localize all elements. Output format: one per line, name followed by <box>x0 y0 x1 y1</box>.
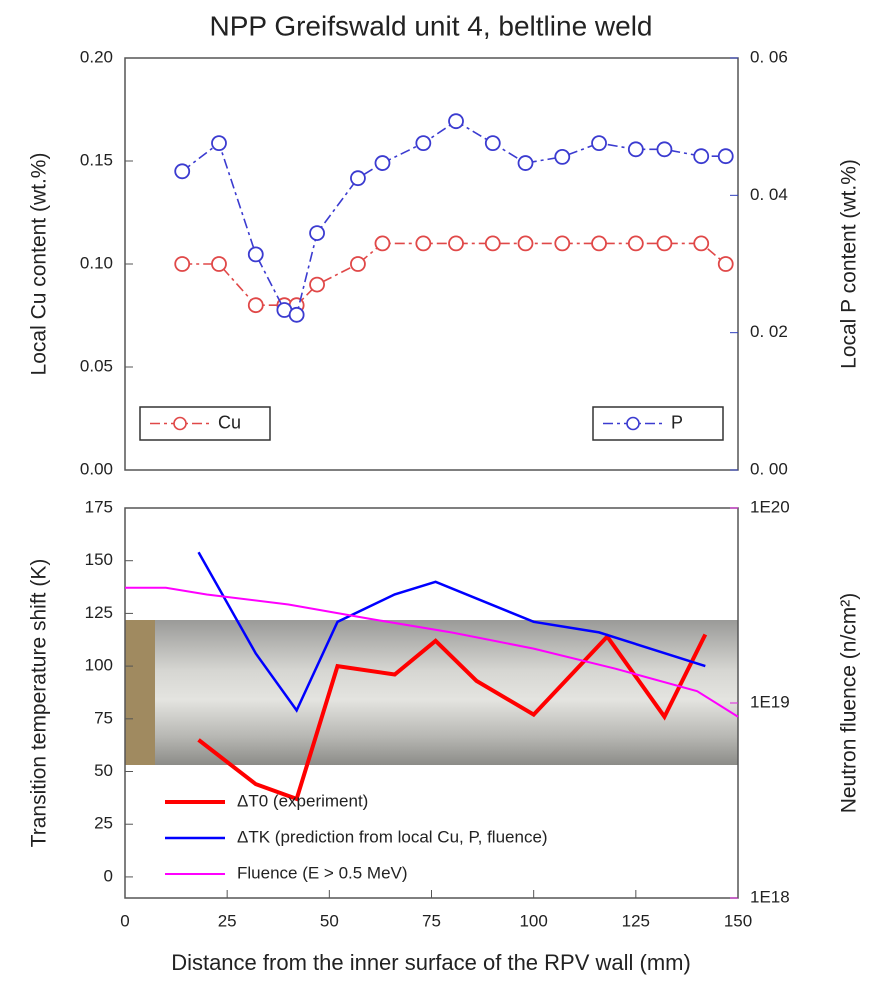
y-tick-label: 0.10 <box>80 253 113 272</box>
marker <box>554 235 571 252</box>
series-line <box>197 633 708 802</box>
marker <box>211 135 227 152</box>
chart-title: NPP Greifswald unit 4, beltline weld <box>209 10 652 41</box>
legend-label: Fluence (E > 0.5 MeV) <box>237 863 408 882</box>
x-axis-label: Distance from the inner surface of the R… <box>171 950 691 975</box>
x-tick-label: 125 <box>622 911 650 930</box>
marker <box>288 306 305 323</box>
marker <box>174 163 191 180</box>
y-tick-label: 175 <box>85 497 113 516</box>
x-tick-label: 100 <box>519 911 547 930</box>
marker <box>717 148 734 165</box>
x-tick-label: 150 <box>724 911 752 930</box>
marker <box>448 113 464 130</box>
y2-tick-label: 1E19 <box>750 692 790 711</box>
series-line <box>182 242 727 306</box>
weld-photo-edge <box>125 620 155 765</box>
marker <box>717 256 734 272</box>
marker <box>627 235 644 252</box>
marker <box>374 155 391 171</box>
legend-label: Cu <box>218 412 241 432</box>
x-tick-label: 75 <box>422 911 441 930</box>
legend-box <box>139 406 271 441</box>
y-tick-label: 25 <box>94 814 113 833</box>
marker <box>627 141 644 158</box>
legend-marker <box>173 416 187 431</box>
marker <box>517 155 534 171</box>
marker <box>247 297 264 314</box>
marker <box>484 135 501 152</box>
marker <box>211 256 227 272</box>
y-tick-label: 0 <box>104 866 113 885</box>
marker <box>448 235 464 252</box>
y2-tick-label: 1E20 <box>750 497 790 516</box>
legend-label: P <box>671 412 683 432</box>
y2-tick-label: 1E18 <box>750 887 790 906</box>
y-axis-label: Transition temperature shift (K) <box>28 559 51 848</box>
marker <box>350 256 366 272</box>
marker <box>415 235 432 252</box>
y-tick-label: 0.00 <box>80 459 113 478</box>
y-axis-label: Local Cu content (wt.%) <box>28 153 51 376</box>
marker <box>247 246 264 263</box>
marker <box>350 170 366 187</box>
marker <box>656 235 673 252</box>
x-tick-label: 25 <box>218 911 237 930</box>
marker <box>693 148 710 165</box>
y-tick-label: 125 <box>85 603 113 622</box>
y-tick-label: 0.15 <box>80 150 113 169</box>
legend-label: ΔTK (prediction from local Cu, P, fluenc… <box>237 827 548 846</box>
marker <box>374 235 391 252</box>
marker <box>656 141 673 158</box>
legend-marker <box>626 416 640 431</box>
y2-tick-label: 0. 02 <box>750 322 788 341</box>
y-tick-label: 150 <box>85 550 113 569</box>
y2-tick-label: 0. 06 <box>750 47 788 66</box>
y-tick-label: 0.05 <box>80 356 113 375</box>
y2-axis-label: Local P content (wt.%) <box>838 159 861 369</box>
marker <box>554 148 571 165</box>
legend-box <box>592 406 724 441</box>
y-tick-label: 75 <box>94 708 113 727</box>
marker <box>693 235 710 252</box>
series-line <box>181 120 726 316</box>
y-tick-label: 0.20 <box>80 47 113 66</box>
marker <box>484 235 501 252</box>
series-line <box>125 586 739 718</box>
y-tick-label: 100 <box>85 656 113 675</box>
series-line <box>197 551 706 713</box>
y2-tick-label: 0. 04 <box>750 185 788 204</box>
marker <box>517 235 534 252</box>
y2-tick-label: 0. 00 <box>750 459 788 478</box>
marker <box>174 256 191 272</box>
x-tick-label: 50 <box>320 911 339 930</box>
y2-axis-label: Neutron fluence (n/cm²) <box>838 593 861 814</box>
y-tick-label: 50 <box>94 761 113 780</box>
marker <box>309 225 325 242</box>
legend-label: ΔT0 (experiment) <box>237 791 368 810</box>
marker <box>591 235 607 252</box>
x-tick-label: 0 <box>120 911 129 930</box>
marker <box>309 276 325 293</box>
marker <box>591 135 607 152</box>
marker <box>415 135 432 152</box>
